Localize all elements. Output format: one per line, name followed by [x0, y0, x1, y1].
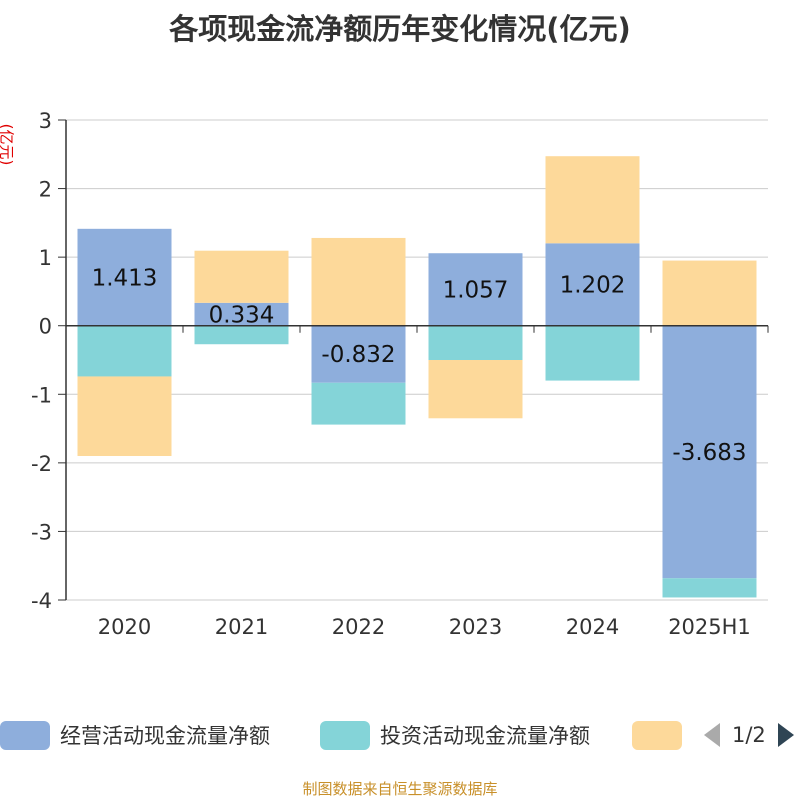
bar-operating-2024	[545, 243, 640, 326]
bar-operating-2020	[77, 228, 172, 326]
data-source-note: 制图数据来自恒生聚源数据库	[302, 780, 498, 798]
x-tick-label: 2022	[332, 615, 385, 639]
y-tick-label: -1	[31, 383, 52, 407]
data-label-2025H1: -3.683	[672, 440, 746, 466]
next-page-icon[interactable]	[777, 723, 794, 747]
legend-item-financing[interactable]	[632, 715, 692, 755]
legend: 经营活动现金流量净额 投资活动现金流量净额 1/2	[0, 715, 800, 755]
bar-financing-2024	[545, 156, 640, 244]
data-label-2020: 1.413	[92, 265, 158, 291]
legend-swatch-investing	[320, 720, 370, 750]
bar-investing-2022	[311, 382, 406, 425]
bar-investing-2024	[545, 325, 640, 381]
bar-financing-2025H1	[662, 260, 757, 326]
bar-investing-2021	[194, 325, 289, 345]
bar-investing-2020	[77, 325, 172, 377]
x-tick-label: 2024	[566, 615, 619, 639]
data-label-2023: 1.057	[443, 277, 509, 303]
data-labels: 1.413 0.334 -0.832 1.057 1.202 -3.683	[92, 265, 747, 466]
bar-operating-2021	[194, 302, 289, 326]
legend-swatch-financing	[632, 720, 682, 750]
data-label-2022: -0.832	[321, 342, 395, 368]
y-tick-label: 3	[39, 109, 52, 133]
bar-investing-2023	[428, 325, 523, 360]
bar-chart: 3 2 1 0 -1 -2 -3 -4 2020 2021 2022 2023 2024 2025H1 1…	[31, 109, 769, 639]
axes: 3 2 1 0 -1 -2 -3 -4 2020 2021 2022 2023 2024 2025H1	[31, 109, 769, 639]
y-tick-label: -3	[31, 520, 52, 544]
x-tick-label: 2021	[215, 615, 268, 639]
bar-financing-2021	[194, 250, 289, 303]
bar-financing-2023	[428, 360, 523, 419]
bar-financing-2020	[77, 376, 172, 456]
data-label-2021: 0.334	[209, 302, 275, 328]
previous-page-icon[interactable]	[704, 723, 720, 747]
legend-label-investing: 投资活动现金流量净额	[380, 724, 590, 748]
data-label-2024: 1.202	[560, 273, 626, 299]
y-tick-label: 2	[39, 178, 52, 202]
bar-investing-2025H1	[662, 578, 757, 598]
legend-item-operating[interactable]: 经营活动现金流量净额	[0, 715, 270, 755]
x-tick-label: 2023	[449, 615, 502, 639]
bars	[77, 156, 757, 598]
chart-title: 各项现金流净额历年变化情况(亿元)	[169, 12, 631, 46]
bar-operating-2023	[428, 253, 523, 326]
legend-label-operating: 经营活动现金流量净额	[60, 724, 270, 748]
x-tick-label: 2020	[98, 615, 151, 639]
legend-item-investing[interactable]: 投资活动现金流量净额	[320, 715, 590, 755]
legend-page-indicator: 1/2	[732, 723, 766, 747]
bar-operating-2022	[311, 325, 406, 383]
y-tick-label: 1	[39, 246, 52, 270]
bar-financing-2022	[311, 237, 406, 326]
grid-lines	[66, 119, 768, 601]
bar-operating-2025H1	[662, 325, 757, 579]
legend-pager: 1/2	[704, 715, 794, 755]
y-tick-label: 0	[39, 315, 52, 339]
x-tick-label: 2025H1	[668, 615, 751, 639]
y-tick-label: -2	[31, 452, 52, 476]
legend-swatch-operating	[0, 720, 50, 750]
y-tick-label: -4	[31, 589, 52, 613]
